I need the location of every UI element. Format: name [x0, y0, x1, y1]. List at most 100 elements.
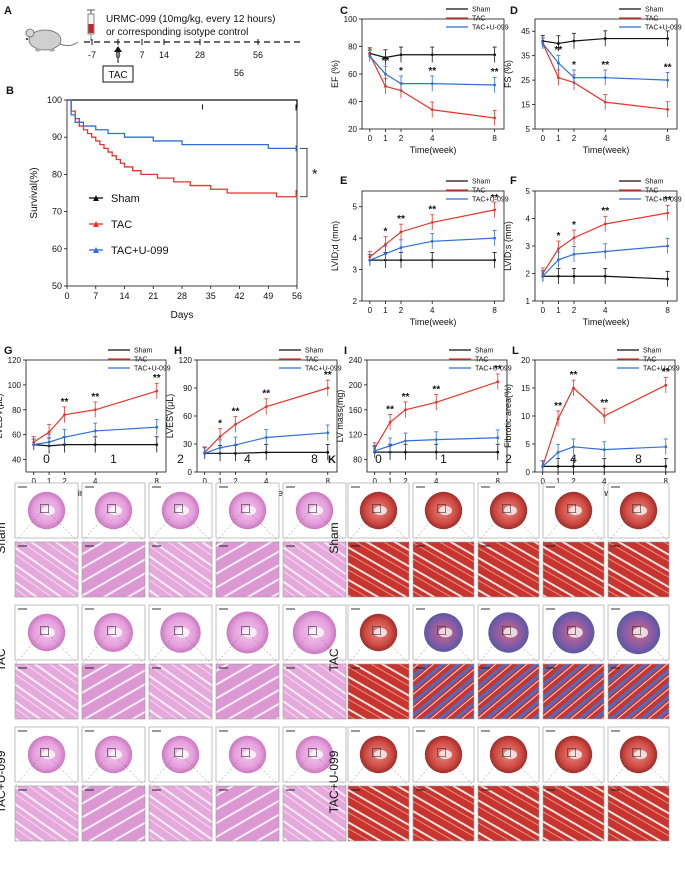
- x-tick-label: 28: [177, 291, 187, 301]
- data-point: [384, 72, 387, 76]
- myocardium-zoom: [282, 541, 347, 598]
- timeline-tick-label: -7: [88, 50, 96, 60]
- legend-label: TAC: [472, 188, 485, 195]
- data-point: [603, 76, 607, 80]
- data-point: [264, 405, 268, 409]
- zoom-guide: [182, 512, 213, 543]
- data-point: [218, 446, 222, 450]
- myocardium-zoom: [542, 785, 605, 842]
- data-point: [430, 239, 434, 243]
- y-axis-label: EF (%): [330, 60, 340, 88]
- zoom-guide: [282, 756, 309, 787]
- myocardium-zoom: [81, 541, 146, 598]
- y-axis-label: LVEDV(μL): [0, 393, 4, 438]
- zoom-guide: [316, 756, 347, 787]
- y-tick-label: 20: [521, 356, 530, 365]
- significance-star: **: [397, 214, 405, 225]
- data-point: [326, 431, 330, 435]
- myocardium-zoom: [148, 541, 213, 598]
- data-point: [434, 450, 438, 454]
- protocol-line-2: or corresponding isotype control: [106, 27, 248, 38]
- significance-star: **: [491, 67, 499, 78]
- zoom-box: [174, 626, 183, 635]
- x-tick-label: 0: [541, 134, 546, 143]
- legend-label: TAC: [472, 16, 485, 23]
- significance-star: **: [232, 406, 240, 417]
- zoom-guide: [510, 634, 540, 665]
- myocardium-zoom: [542, 541, 605, 598]
- panel-h: H030609012001248Time(week)LVESV(μL)*****…: [165, 345, 342, 498]
- x-tick-label: 35: [206, 291, 216, 301]
- y-tick-label: 40: [348, 98, 357, 107]
- x-tick-label: 7: [93, 291, 98, 301]
- myocardium-zoom: [347, 663, 410, 720]
- y-tick-label: 60: [183, 412, 192, 421]
- zoom-box: [107, 748, 116, 757]
- zoom-guide: [316, 634, 347, 665]
- zoom-guide: [510, 512, 540, 543]
- myocardium-zoom: [14, 663, 79, 720]
- data-point: [493, 258, 497, 262]
- legend-label: TAC: [645, 16, 658, 23]
- data-point: [602, 414, 606, 418]
- panel-label-a: A: [4, 5, 12, 17]
- y-tick-label: 100: [47, 95, 62, 105]
- data-point: [557, 258, 560, 262]
- x-tick-label: 8: [665, 306, 670, 315]
- myocardium-zoom: [215, 541, 280, 598]
- data-point: [388, 444, 392, 448]
- myocardium-zoom: [14, 785, 79, 842]
- protocol-line-1: URMC-099 (10mg/kg, every 12 hours): [106, 14, 276, 25]
- x-tick-label: 0: [368, 306, 373, 315]
- x-tick-label: 2: [233, 477, 238, 486]
- data-point: [572, 39, 576, 43]
- significance-star: **: [386, 404, 394, 415]
- data-point: [603, 37, 607, 40]
- panel-label-c: C: [340, 5, 348, 17]
- data-point: [155, 425, 159, 429]
- data-point: [541, 274, 545, 278]
- zoom-guide: [575, 756, 605, 787]
- column-label: 2: [177, 452, 184, 466]
- data-point: [666, 37, 670, 40]
- data-point: [434, 438, 438, 442]
- data-point: [496, 450, 500, 454]
- data-point: [664, 445, 668, 449]
- zoom-box: [372, 504, 381, 513]
- significance-star: **: [555, 45, 563, 56]
- y-tick-label: 40: [12, 456, 21, 465]
- zoom-box: [632, 748, 641, 757]
- y-tick-label: 4: [353, 234, 358, 243]
- plot-frame: [366, 359, 508, 473]
- y-axis-label: Survival(%): [29, 167, 40, 218]
- data-point: [557, 247, 560, 251]
- zoom-guide: [575, 634, 605, 665]
- y-axis-label: FS (%): [503, 60, 513, 88]
- data-point: [93, 408, 97, 412]
- y-axis-label: LVESV(μL): [165, 394, 175, 439]
- legend-label: TAC: [111, 219, 132, 231]
- row-label: TAC: [327, 648, 341, 671]
- syringe-icon: [87, 9, 95, 41]
- significance-star: **: [428, 205, 436, 216]
- x-tick-label: 2: [403, 477, 408, 486]
- y-tick-label: 80: [52, 169, 62, 179]
- y-tick-label: 5: [526, 440, 531, 449]
- myocardium-zoom: [215, 663, 280, 720]
- x-tick-label: 2: [571, 477, 576, 486]
- zoom-guide: [215, 756, 242, 787]
- x-tick-label: 49: [263, 291, 273, 301]
- legend-marker: [93, 221, 99, 227]
- zoom-box: [107, 626, 116, 635]
- data-point: [404, 439, 407, 443]
- legend-label: Sham: [472, 7, 490, 14]
- y-tick-label: 120: [349, 431, 363, 440]
- myocardium-zoom: [477, 785, 540, 842]
- y-tick-label: 80: [353, 456, 362, 465]
- y-tick-label: 120: [8, 356, 22, 365]
- x-tick-label: 1: [383, 134, 388, 143]
- zoom-guide: [215, 512, 242, 543]
- myocardium-zoom: [607, 663, 670, 720]
